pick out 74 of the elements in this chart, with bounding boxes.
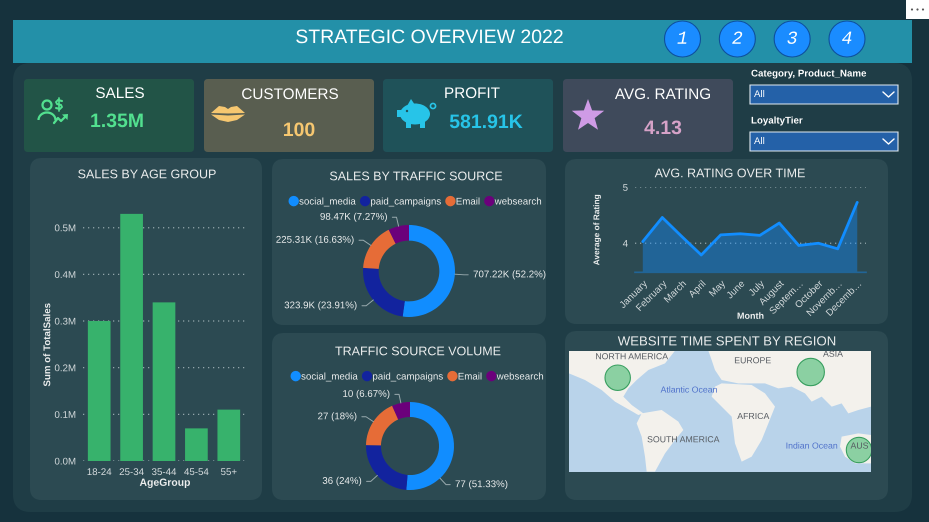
y-tick-label: 0.0M	[54, 458, 76, 465]
text: LoyaltyTier	[752, 116, 803, 126]
text: AVG. RATING	[614, 88, 710, 100]
chart-title: SALES BY TRAFFIC SOURCE	[330, 172, 502, 180]
legend-label: social_media	[301, 372, 358, 382]
data-label: 707.22K (52.2%)	[474, 270, 546, 280]
bar	[185, 428, 208, 461]
donut-slice	[406, 402, 454, 490]
text: SALES	[96, 87, 144, 98]
donut-slice	[392, 402, 410, 420]
donut-slice	[388, 225, 409, 244]
text: 100	[284, 122, 314, 136]
y-tick-label: 0.3M	[54, 318, 76, 325]
x-axis-title: Month	[738, 312, 764, 319]
y-tick-label: 5	[623, 184, 628, 191]
x-tick-label: 55+	[220, 468, 237, 476]
donut-slice	[366, 445, 408, 490]
text: 1 2 3 4	[677, 32, 852, 44]
chart-title: AVG. RATING OVER TIME	[654, 168, 805, 178]
text: EUROPE	[734, 357, 771, 364]
y-tick-label: 0.4M	[54, 271, 76, 278]
x-tick-label: 45-54	[184, 468, 209, 476]
text: PROFIT	[445, 87, 500, 98]
bar	[120, 214, 143, 461]
legend-label: websearch	[496, 372, 544, 380]
y-axis-title: Average of Rating	[593, 194, 602, 266]
text: All	[754, 136, 764, 144]
y-tick-label: 0.1M	[54, 411, 76, 418]
y-tick-label: 0.2M	[54, 364, 76, 372]
text: 4.13	[644, 120, 682, 134]
y-tick-label: 0.5M	[54, 224, 76, 232]
x-tick-label: 18-24	[88, 468, 112, 476]
data-label: 323.9K (23.91%)	[284, 301, 357, 310]
text: WEBSITE TIME SPENT BY REGION	[618, 336, 836, 346]
donut-slice	[363, 230, 396, 269]
legend-label: websearch	[494, 197, 542, 205]
chart-title: SALES BY AGE GROUP	[78, 170, 216, 178]
text: CUSTOMERS	[242, 88, 338, 100]
donut-slice	[363, 268, 405, 317]
donut-slice	[402, 225, 455, 317]
data-label: 27 (18%)	[318, 412, 356, 422]
text: 581.91K	[450, 114, 523, 128]
legend-label: Email	[458, 372, 482, 380]
text: STRATEGIC OVERVIEW 2022	[296, 29, 563, 44]
y-tick-label: 4	[622, 240, 628, 247]
text: ASIA	[823, 350, 843, 357]
text: Indian Ocean	[786, 442, 838, 449]
bar	[152, 302, 176, 461]
data-label: 36 (24%)	[322, 476, 362, 486]
text: AUS	[850, 442, 868, 449]
text: SOUTH AMERICA	[647, 436, 720, 442]
y-axis-title: Sum of TotalSales	[43, 303, 50, 386]
bar	[217, 410, 240, 461]
chart-title: TRAFFIC SOURCE VOLUME	[335, 346, 500, 356]
legend-label: social_media	[299, 197, 356, 206]
text: All	[754, 90, 764, 98]
data-label: 98.47K (7.27%)	[320, 212, 387, 222]
text: Atlantic Ocean	[660, 386, 717, 393]
x-tick-label: May	[708, 280, 728, 298]
text: Category, Product_Name	[751, 69, 866, 79]
data-label: 77 (51.33%)	[456, 480, 508, 490]
data-label: 10 (6.67%)	[343, 390, 390, 399]
bar	[88, 321, 111, 461]
legend-label: paid_campaigns	[373, 372, 443, 382]
x-tick-label: 25-34	[120, 468, 144, 476]
data-label: 225.31K (16.63%)	[276, 236, 354, 245]
legend-label: Email	[456, 197, 480, 205]
x-tick-label: 35-44	[152, 468, 176, 476]
text: AFRICA	[737, 412, 770, 420]
text: 1.35M	[91, 113, 143, 128]
x-axis-title: AgeGroup	[140, 478, 190, 488]
legend-label: paid_campaigns	[371, 197, 441, 207]
donut-slice	[366, 406, 398, 446]
text: NORTH AMERICA	[596, 353, 668, 360]
